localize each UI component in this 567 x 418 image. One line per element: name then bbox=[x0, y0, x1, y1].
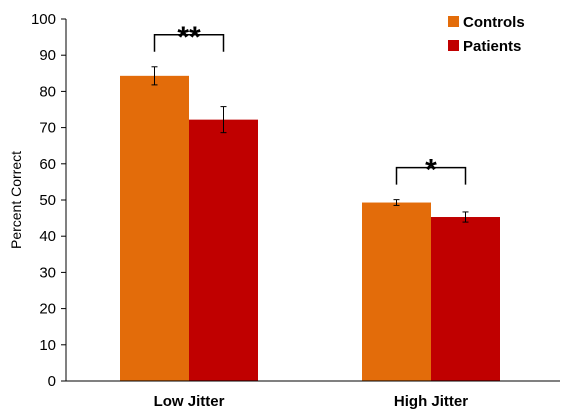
error-bar-group bbox=[151, 66, 469, 223]
y-axis-ticks: 0 10 20 30 40 50 60 70 80 90 100 bbox=[31, 11, 66, 390]
bar-group bbox=[120, 75, 500, 382]
y-tick-label: 20 bbox=[39, 301, 56, 318]
legend-swatch-patients bbox=[448, 40, 459, 51]
significance-group: *** bbox=[153, 21, 467, 187]
bar-controls-high-jitter bbox=[362, 202, 431, 381]
legend-label-controls: Controls bbox=[463, 14, 525, 31]
significance-marker: ** bbox=[177, 21, 201, 54]
y-axis-label: Percent Correct bbox=[8, 151, 24, 249]
x-axis-labels: Low Jitter High Jitter bbox=[154, 393, 469, 410]
legend: Controls Patients bbox=[448, 14, 525, 55]
y-tick-label: 10 bbox=[39, 337, 56, 354]
bar-controls-low-jitter bbox=[120, 75, 189, 382]
bar-patients-high-jitter bbox=[431, 217, 500, 381]
y-tick-label: 40 bbox=[39, 228, 56, 245]
y-tick-label: 50 bbox=[39, 192, 56, 209]
y-tick-label: 30 bbox=[39, 264, 56, 281]
x-category-label: High Jitter bbox=[394, 393, 468, 410]
y-tick-label: 60 bbox=[39, 156, 56, 173]
y-tick-label: 80 bbox=[39, 83, 56, 100]
y-tick-label: 70 bbox=[39, 120, 56, 137]
significance-marker: * bbox=[425, 154, 437, 187]
x-category-label: Low Jitter bbox=[154, 393, 225, 410]
significance-bracket bbox=[153, 34, 225, 52]
y-tick-label: 0 bbox=[48, 373, 56, 390]
legend-swatch-controls bbox=[448, 16, 459, 27]
significance-bracket bbox=[395, 166, 467, 185]
y-tick-label: 90 bbox=[39, 47, 56, 64]
legend-label-patients: Patients bbox=[463, 38, 521, 55]
bar-patients-low-jitter bbox=[189, 119, 258, 382]
y-tick-label: 100 bbox=[31, 11, 56, 28]
